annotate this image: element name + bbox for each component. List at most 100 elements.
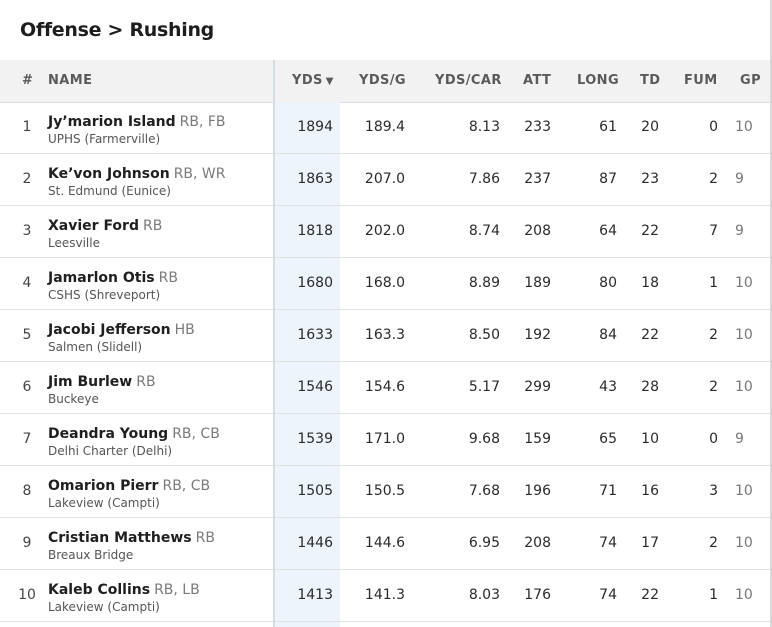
att-cell: 176 <box>524 587 551 603</box>
ydscar-cell: 8.03 <box>468 587 500 603</box>
fum-cell: 2 <box>709 171 718 187</box>
stats-table: # NAME YDS ▼ YDS/G YDS/CAR ATT LONG TD FU… <box>0 60 770 627</box>
table-row[interactable]: 8 Omarion Pierr RB, CB Lakeview (Campti) 150… <box>0 466 770 518</box>
ydscar-cell: 9.68 <box>468 431 500 447</box>
long-cell: 74 <box>599 535 617 551</box>
player-position: RB <box>136 374 156 390</box>
long-cell: 61 <box>599 119 617 135</box>
col-fum-header[interactable]: FUM <box>684 73 718 88</box>
ydscar-cell: 8.13 <box>468 119 500 135</box>
fum-cell: 2 <box>709 327 718 343</box>
gp-cell: 9 <box>735 171 744 187</box>
att-cell: 208 <box>524 535 551 551</box>
gp-cell: 10 <box>735 327 753 343</box>
player-cell: Xavier Ford RB Leesville <box>48 215 162 250</box>
player-school: CSHS (Shreveport) <box>48 288 161 302</box>
col-long-header[interactable]: LONG <box>577 73 620 88</box>
player-name-link[interactable]: Kaleb Collins <box>48 582 151 598</box>
player-school: St. Edmund (Eunice) <box>48 184 171 198</box>
ydscar-cell: 7.86 <box>468 171 500 187</box>
table-header: # NAME YDS ▼ YDS/G YDS/CAR ATT LONG TD FU… <box>0 60 770 103</box>
ydsg-cell: 150.5 <box>364 483 405 499</box>
player-position: RB, CB <box>172 426 220 442</box>
yds-cell: 1446 <box>297 535 333 551</box>
att-cell: 299 <box>524 379 551 395</box>
gp-cell: 10 <box>735 587 753 603</box>
long-cell: 64 <box>599 223 617 239</box>
player-name-link[interactable]: Jamarlon Otis <box>48 270 155 286</box>
td-cell: 28 <box>641 379 659 395</box>
col-name-header[interactable]: NAME <box>48 73 93 88</box>
col-yds-header[interactable]: YDS ▼ <box>292 60 334 102</box>
ydscar-cell: 5.17 <box>468 379 500 395</box>
player-name-link[interactable]: Cristian Matthews <box>48 530 192 546</box>
player-name-link[interactable]: Xavier Ford <box>48 218 139 234</box>
att-cell: 159 <box>524 431 551 447</box>
player-position: HB <box>174 322 195 338</box>
table-row[interactable]: 10 Kaleb Collins RB, LB Lakeview (Campti) 14… <box>0 570 770 622</box>
fum-cell: 0 <box>709 119 718 135</box>
player-cell: Kaleb Collins RB, LB Lakeview (Campti) <box>48 579 200 614</box>
player-school: Leesville <box>48 236 100 250</box>
player-cell: Jacobi Jefferson HB Salmen (Slidell) <box>48 319 195 354</box>
rank-cell: 3 <box>22 223 32 239</box>
ydscar-cell: 8.89 <box>468 275 500 291</box>
col-rank-header[interactable]: # <box>22 73 34 88</box>
ydscar-cell: 7.68 <box>468 483 500 499</box>
table-row[interactable]: 6 Jim Burlew RB Buckeye 1546 154.6 5.17 299 43 28… <box>0 362 770 414</box>
ydsg-cell: 168.0 <box>364 275 405 291</box>
ydscar-cell: 8.50 <box>468 327 500 343</box>
yds-cell: 1863 <box>297 171 333 187</box>
table-row[interactable]: 5 Jacobi Jefferson HB Salmen (Slidell) 1633 1… <box>0 310 770 362</box>
att-cell: 192 <box>524 327 551 343</box>
player-school: Lakeview (Campti) <box>48 600 160 614</box>
player-name-link[interactable]: Omarion Pierr <box>48 478 159 494</box>
att-cell: 233 <box>524 119 551 135</box>
col-ydsg-header[interactable]: YDS/G <box>359 73 406 88</box>
att-cell: 208 <box>524 223 551 239</box>
rank-cell: 2 <box>22 171 32 187</box>
table-row[interactable]: 3 Xavier Ford RB Leesville 1818 202.0 8.74 208 6… <box>0 206 770 258</box>
fum-cell: 1 <box>709 587 718 603</box>
sticky-column-divider <box>273 60 275 627</box>
rank-cell: 4 <box>22 275 32 291</box>
td-cell: 22 <box>641 587 659 603</box>
table-row[interactable]: 9 Cristian Matthews RB Breaux Bridge 1446 144… <box>0 518 770 570</box>
yds-cell: 1505 <box>297 483 333 499</box>
col-td-header[interactable]: TD <box>640 73 661 88</box>
col-ydscar-header[interactable]: YDS/CAR <box>435 73 502 88</box>
col-gp-header[interactable]: GP <box>740 73 761 88</box>
gp-cell: 10 <box>735 483 753 499</box>
rank-cell: 10 <box>18 587 36 603</box>
player-name-link[interactable]: Jy’marion Island <box>48 114 176 130</box>
player-school: Delhi Charter (Delhi) <box>48 444 173 458</box>
player-name-link[interactable]: Ke’von Johnson <box>48 166 170 182</box>
td-cell: 22 <box>641 327 659 343</box>
yds-cell: 1546 <box>297 379 333 395</box>
col-yds-label: YDS <box>292 73 323 88</box>
col-att-header[interactable]: ATT <box>523 73 552 88</box>
ydsg-cell: 141.3 <box>364 587 405 603</box>
fum-cell: 1 <box>709 275 718 291</box>
rank-cell: 8 <box>22 483 32 499</box>
long-cell: 80 <box>599 275 617 291</box>
ydsg-cell: 163.3 <box>364 327 405 343</box>
player-position: RB <box>142 218 163 234</box>
ydsg-cell: 202.0 <box>364 223 405 239</box>
td-cell: 17 <box>641 535 659 551</box>
rank-cell: 5 <box>22 327 32 343</box>
vertical-scrollbar[interactable] <box>770 0 772 627</box>
player-school: UPHS (Farmerville) <box>48 132 161 146</box>
player-cell: Ke’von Johnson RB, WR St. Edmund (Eunice) <box>48 163 226 198</box>
gp-cell: 10 <box>735 275 753 291</box>
player-cell: Jamarlon Otis RB CSHS (Shreveport) <box>48 267 178 302</box>
table-row[interactable]: 7 Deandra Young RB, CB Delhi Charter (Delhi… <box>0 414 770 466</box>
player-name-link[interactable]: Deandra Young <box>48 426 169 442</box>
table-row[interactable]: 2 Ke’von Johnson RB, WR St. Edmund (Eunice)… <box>0 154 770 206</box>
player-name-link[interactable]: Jim Burlew <box>48 374 133 390</box>
table-row[interactable]: 1 Jy’marion Island RB, FB UPHS (Farmerville… <box>0 102 770 154</box>
player-school: Breaux Bridge <box>48 548 134 562</box>
player-name-link[interactable]: Jacobi Jefferson <box>48 322 171 338</box>
fum-cell: 2 <box>709 379 718 395</box>
table-row[interactable]: 4 Jamarlon Otis RB CSHS (Shreveport) 1680 168… <box>0 258 770 310</box>
